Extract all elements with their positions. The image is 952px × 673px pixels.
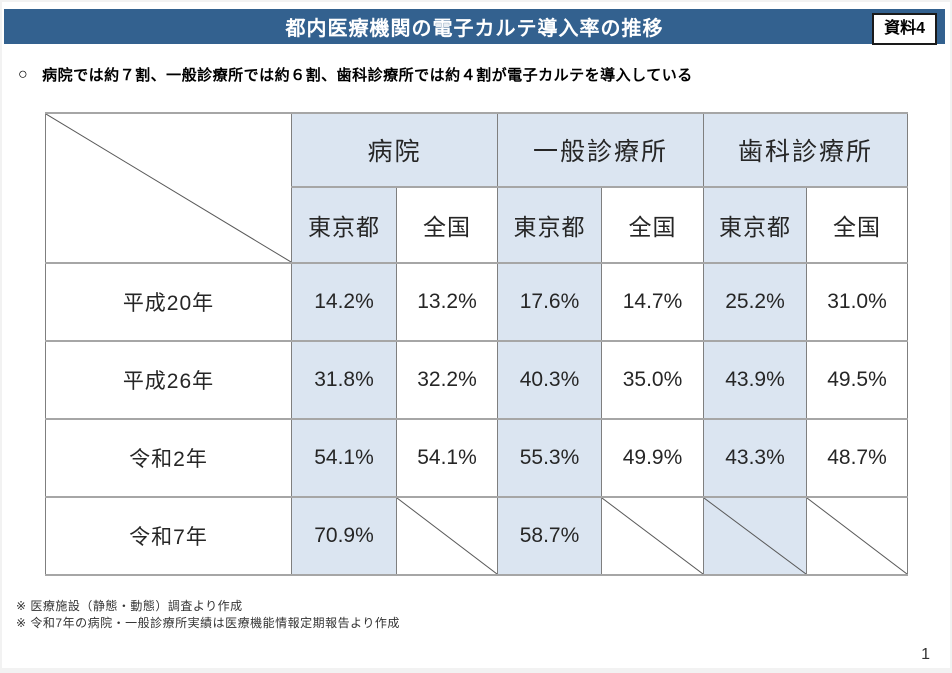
- row-label: 平成20年: [45, 262, 292, 342]
- cell-hospital-national: 13.2%: [396, 262, 498, 342]
- subheader-general-national: 全国: [601, 186, 704, 264]
- table-group-header-row: 病院 一般診療所 歯科診療所: [45, 112, 908, 264]
- summary-text: 病院では約７割、一般診療所では約６割、歯科診療所では約４割が電子カルテを導入して…: [42, 67, 693, 84]
- cell-general-tokyo: 17.6%: [497, 262, 602, 342]
- cell-dental-tokyo-nodata: [703, 496, 807, 576]
- subheader-dental-national: 全国: [806, 186, 908, 264]
- diagonal-slash-icon: [704, 498, 806, 574]
- diagonal-slash-icon: [397, 498, 497, 574]
- page-number: 1: [921, 646, 930, 663]
- table-row-reiwa7: 令和7年 70.9% 58.7%: [45, 496, 908, 576]
- diagonal-slash-icon: [602, 498, 703, 574]
- cell-hospital-national-nodata: [396, 496, 498, 576]
- cell-dental-tokyo: 43.9%: [703, 340, 807, 420]
- column-group-dental-clinic: 歯科診療所: [703, 112, 908, 188]
- cell-dental-national: 49.5%: [806, 340, 908, 420]
- table-row-reiwa2: 令和2年 54.1% 54.1% 55.3% 49.9% 43.3% 48.7%: [45, 418, 908, 498]
- circle-bullet-icon: ○: [18, 65, 29, 83]
- cell-hospital-national: 54.1%: [396, 418, 498, 498]
- footnotes: ※ 医療施設（静態・動態）調査より作成 ※ 令和7年の病院・一般診療所実績は医療…: [16, 598, 400, 633]
- table-row-heisei20: 平成20年 14.2% 13.2% 17.6% 14.7% 25.2% 31.0…: [45, 262, 908, 342]
- cell-general-national: 49.9%: [601, 418, 704, 498]
- footnote-reiwa7-source: ※ 令和7年の病院・一般診療所実績は医療機能情報定期報告より作成: [16, 616, 400, 631]
- cell-general-national: 14.7%: [601, 262, 704, 342]
- cell-general-national: 35.0%: [601, 340, 704, 420]
- cell-dental-tokyo: 43.3%: [703, 418, 807, 498]
- corner-diagonal-cell: [45, 112, 292, 264]
- title-bar: 都内医療機関の電子カルテ導入率の推移: [4, 9, 945, 44]
- cell-dental-national: 31.0%: [806, 262, 908, 342]
- row-label: 令和2年: [45, 418, 292, 498]
- document-number-badge: 資料4: [872, 13, 937, 46]
- cell-hospital-national: 32.2%: [396, 340, 498, 420]
- table-subheader-row: 東京都 全国 東京都 全国 東京都 全国: [46, 186, 908, 264]
- diagonal-slash-icon: [46, 114, 291, 262]
- page-title: 都内医療機関の電子カルテ導入率の推移: [285, 18, 664, 40]
- cell-hospital-tokyo: 54.1%: [291, 418, 397, 498]
- subheader-general-tokyo: 東京都: [497, 186, 602, 264]
- row-label: 平成26年: [45, 340, 292, 420]
- diagonal-slash-icon: [807, 498, 907, 574]
- subheader-hospital-national: 全国: [396, 186, 498, 264]
- summary-line: ○ 病院では約７割、一般診療所では約６割、歯科診療所では約４割が電子カルテを導入…: [18, 64, 693, 85]
- cell-dental-national: 48.7%: [806, 418, 908, 498]
- cell-hospital-tokyo: 31.8%: [291, 340, 397, 420]
- cell-general-tokyo: 55.3%: [497, 418, 602, 498]
- cell-general-tokyo: 40.3%: [497, 340, 602, 420]
- cell-general-national-nodata: [601, 496, 704, 576]
- ehr-adoption-table: 病院 一般診療所 歯科診療所 東京都 全国 東京都 全国 東京都 全国 平成20…: [45, 112, 908, 576]
- column-group-hospital: 病院: [291, 112, 498, 188]
- subheader-hospital-tokyo: 東京都: [291, 186, 397, 264]
- cell-dental-tokyo: 25.2%: [703, 262, 807, 342]
- cell-hospital-tokyo: 14.2%: [291, 262, 397, 342]
- cell-hospital-tokyo: 70.9%: [291, 496, 397, 576]
- row-label: 令和7年: [45, 496, 292, 576]
- cell-dental-national-nodata: [806, 496, 908, 576]
- footnote-source: ※ 医療施設（静態・動態）調査より作成: [16, 599, 243, 613]
- subheader-dental-tokyo: 東京都: [703, 186, 807, 264]
- column-group-general-clinic: 一般診療所: [497, 112, 704, 188]
- cell-general-tokyo: 58.7%: [497, 496, 602, 576]
- table-row-heisei26: 平成26年 31.8% 32.2% 40.3% 35.0% 43.9% 49.5…: [45, 340, 908, 420]
